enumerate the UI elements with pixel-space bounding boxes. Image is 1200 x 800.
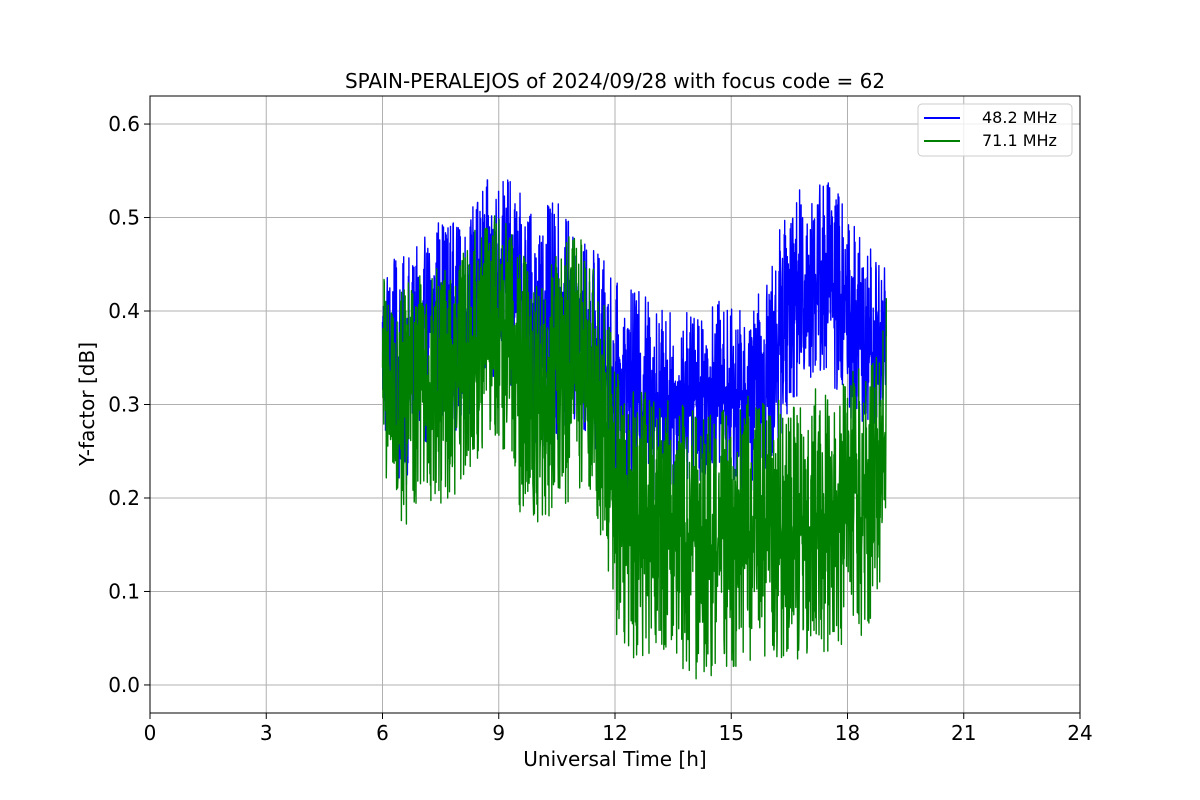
- y-tick-label: 0.4: [108, 299, 140, 323]
- y-tick-label: 0.2: [108, 486, 140, 510]
- x-tick-label: 9: [492, 721, 505, 745]
- x-tick-label: 24: [1067, 721, 1092, 745]
- legend-label-48mhz: 48.2 MHz: [982, 108, 1057, 127]
- y-tick-label: 0.6: [108, 112, 140, 136]
- y-tick-label: 0.0: [108, 673, 140, 697]
- x-tick-label: 21: [951, 721, 976, 745]
- y-tick-label: 0.3: [108, 393, 140, 417]
- x-tick-label: 3: [260, 721, 273, 745]
- chart-title: SPAIN-PERALEJOS of 2024/09/28 with focus…: [345, 69, 885, 93]
- y-axis-ticks: 0.0 0.1 0.2 0.3 0.4 0.5 0.6: [108, 112, 150, 697]
- x-axis-ticks: 0 3 6 9 12 15 18 21 24: [144, 713, 1093, 745]
- series-line-71mhz: [381, 215, 887, 680]
- y-axis-label: Y-factor [dB]: [75, 342, 99, 467]
- series-layer: [381, 179, 887, 680]
- y-tick-label: 0.1: [108, 579, 140, 603]
- x-tick-label: 0: [144, 721, 157, 745]
- x-tick-label: 18: [835, 721, 860, 745]
- x-tick-label: 12: [602, 721, 627, 745]
- legend-label-71mhz: 71.1 MHz: [982, 131, 1057, 150]
- x-tick-label: 6: [376, 721, 389, 745]
- y-tick-label: 0.5: [108, 206, 140, 230]
- x-axis-label: Universal Time [h]: [523, 747, 706, 771]
- x-tick-label: 15: [719, 721, 744, 745]
- legend: 48.2 MHz 71.1 MHz: [917, 103, 1073, 157]
